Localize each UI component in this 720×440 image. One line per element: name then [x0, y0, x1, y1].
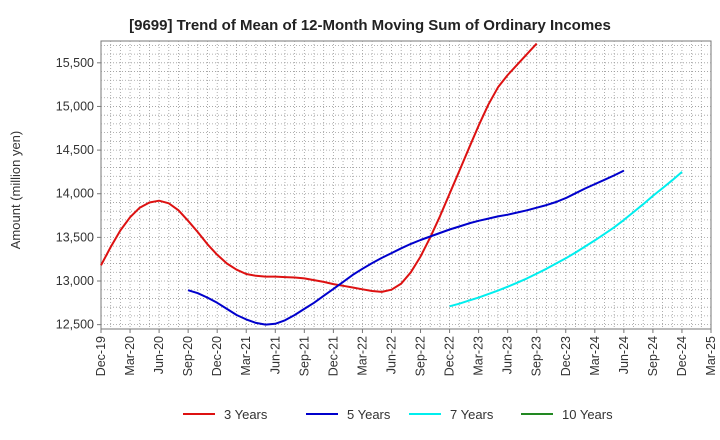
y-tick-label: 13,500	[56, 230, 94, 244]
x-tick-label: Mar-21	[239, 336, 253, 376]
x-tick-label: Sep-24	[646, 336, 660, 376]
series-line-5-years	[187, 169, 625, 326]
y-tick-label: 12,500	[56, 318, 94, 332]
x-tick-label: Dec-23	[559, 336, 573, 376]
x-tick-label: Mar-24	[588, 336, 602, 376]
plot-area	[100, 40, 712, 330]
chart-title: [9699] Trend of Mean of 12-Month Moving …	[129, 17, 611, 34]
y-axis: 12,500 13,000 13,500 14,000 14,500 15,000 15,5…	[56, 56, 101, 332]
x-tick-label: Sep-21	[297, 336, 311, 376]
x-tick-label: Jun-23	[501, 336, 515, 374]
y-tick-label: 15,500	[56, 56, 94, 70]
y-axis-label: Amount (million yen)	[8, 131, 23, 250]
series-lines	[100, 42, 683, 326]
x-tick-label: Jun-21	[268, 336, 282, 374]
x-axis: Dec-19 Mar-20 Jun-20 Sep-20 Dec-20 Mar-21 Jun-…	[94, 329, 718, 376]
x-tick-label: Mar-22	[355, 336, 369, 376]
series-line-7-years	[449, 171, 683, 308]
x-tick-label: Dec-19	[94, 336, 108, 376]
legend-label: 7 Years	[450, 407, 494, 422]
legend-label: 5 Years	[347, 407, 391, 422]
x-tick-label: Dec-20	[210, 336, 224, 376]
x-tick-label: Dec-24	[675, 336, 689, 376]
x-tick-label: Sep-22	[414, 336, 428, 376]
y-tick-label: 15,000	[56, 99, 94, 113]
x-tick-label: Dec-22	[443, 336, 457, 376]
series-line-3-years	[100, 42, 538, 293]
legend-label: 10 Years	[562, 407, 613, 422]
x-tick-label: Dec-21	[326, 336, 340, 376]
x-tick-label: Sep-23	[530, 336, 544, 376]
x-tick-label: Jun-22	[384, 336, 398, 374]
x-tick-label: Jun-24	[617, 336, 631, 374]
x-tick-label: Mar-25	[704, 336, 718, 376]
y-tick-label: 13,000	[56, 274, 94, 288]
x-tick-label: Mar-23	[472, 336, 486, 376]
y-tick-label: 14,000	[56, 187, 94, 201]
legend: 3 Years 5 Years 7 Years 10 Years	[183, 407, 613, 422]
x-tick-label: Mar-20	[123, 336, 137, 376]
legend-label: 3 Years	[224, 407, 268, 422]
x-tick-label: Jun-20	[152, 336, 166, 374]
x-tick-label: Sep-20	[181, 336, 195, 376]
y-tick-label: 14,500	[56, 143, 94, 157]
